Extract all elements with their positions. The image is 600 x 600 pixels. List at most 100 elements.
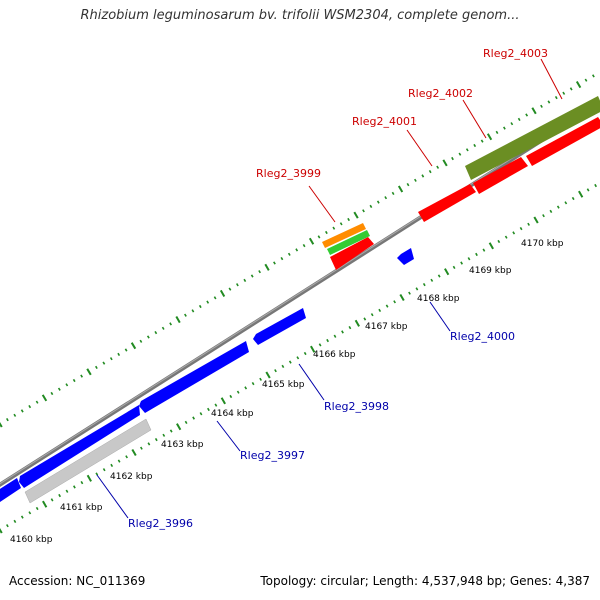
track-dot — [547, 100, 551, 104]
olive-feature — [465, 96, 600, 180]
tick-label: 4160 kbp — [10, 535, 53, 545]
track-dot — [354, 319, 360, 327]
track-dot — [161, 326, 165, 330]
track-dot — [95, 365, 98, 370]
track-dot — [317, 235, 321, 239]
track-dot — [510, 122, 514, 126]
track-dot — [376, 200, 380, 204]
track-dot — [556, 205, 560, 209]
gene-rleg2-3996[interactable] — [19, 405, 140, 488]
topology-summary: Topology: circular; Length: 4,537,948 bp… — [260, 574, 590, 588]
track-dot — [273, 261, 276, 265]
track-dot — [206, 300, 210, 304]
gene-rleg2-4003-forward[interactable] — [526, 117, 600, 166]
gene-rleg2-3999[interactable] — [330, 237, 374, 270]
track-dot — [348, 326, 352, 330]
track-dot — [562, 91, 566, 95]
track-dot — [428, 169, 432, 174]
tick-label: 4168 kbp — [417, 294, 460, 304]
reverse-strand-genes — [0, 248, 414, 502]
label-rleg2-4003[interactable]: Rleg2_4003 — [483, 47, 548, 60]
track-dot — [50, 498, 54, 502]
track-dot — [437, 274, 441, 278]
track-dot — [525, 113, 529, 117]
track-dot — [397, 185, 404, 193]
track-dot — [251, 381, 255, 386]
track-dot — [154, 437, 158, 442]
track-dot — [473, 143, 477, 148]
track-dot — [95, 472, 99, 476]
label-rleg2-3999[interactable]: Rleg2_3999 — [256, 167, 321, 180]
gene-rleg2-3997[interactable] — [139, 341, 249, 413]
track-dot — [422, 282, 426, 287]
lower-dot-track — [0, 183, 597, 534]
orange-feature — [322, 223, 366, 248]
track-dot — [102, 468, 106, 472]
track-dot — [213, 296, 217, 300]
track-dot — [146, 335, 150, 339]
track-dot — [451, 156, 454, 161]
track-dot — [399, 293, 405, 302]
tick-label: 4161 kbp — [60, 503, 103, 513]
label-rleg2-3998[interactable]: Rleg2_3998 — [324, 400, 389, 413]
track-dot — [42, 500, 48, 508]
track-dot — [341, 330, 344, 334]
track-dot — [162, 433, 166, 437]
track-dot — [339, 222, 343, 226]
track-dot — [6, 524, 9, 528]
label-rleg2-4000[interactable]: Rleg2_4000 — [450, 330, 515, 343]
label-rleg2-4002[interactable]: Rleg2_4002 — [408, 87, 473, 100]
track-dot — [486, 133, 493, 141]
track-dot — [442, 159, 448, 167]
track-dot — [207, 407, 210, 412]
track-dot — [86, 474, 92, 482]
track-dot — [332, 226, 336, 230]
track-dot — [325, 230, 328, 235]
genome-backbone — [0, 100, 600, 488]
track-dot — [393, 300, 396, 304]
track-dot — [310, 345, 316, 353]
track-dot — [444, 268, 450, 276]
gene-rleg2-3998[interactable] — [253, 308, 306, 345]
track-dot — [571, 196, 575, 201]
label-rleg2-3997[interactable]: Rleg2_3997 — [240, 449, 305, 462]
label-rleg2-4001[interactable]: Rleg2_4001 — [352, 115, 417, 128]
track-dot — [57, 387, 61, 391]
gene-rleg2-3995[interactable] — [0, 478, 21, 502]
track-dot — [220, 397, 226, 405]
track-dot — [117, 352, 121, 357]
track-dot — [139, 339, 143, 343]
track-dot — [353, 211, 359, 219]
track-dot — [184, 313, 187, 317]
track-dot — [265, 371, 271, 379]
tick-label: 4167 kbp — [365, 322, 408, 332]
upper-dot-track — [0, 74, 595, 428]
track-dot — [264, 263, 270, 271]
track-dot — [458, 152, 462, 156]
track-dot — [578, 190, 584, 198]
track-dot — [130, 342, 137, 350]
gene-rleg2-4001[interactable] — [418, 184, 476, 222]
track-dot — [517, 117, 521, 122]
track-dot — [13, 413, 17, 417]
track-dot — [86, 368, 92, 376]
track-dot — [50, 391, 54, 396]
track-dot — [169, 429, 173, 433]
label-rleg2-3996[interactable]: Rleg2_3996 — [128, 517, 193, 530]
track-dot — [80, 481, 84, 485]
track-dot — [302, 243, 306, 248]
track-dot — [384, 196, 388, 200]
track-dot — [326, 338, 329, 343]
track-dot — [549, 209, 553, 214]
track-dot — [236, 283, 239, 287]
gene-rleg2-4000[interactable] — [397, 248, 414, 265]
track-dot — [421, 174, 425, 178]
track-dot — [229, 394, 233, 399]
track-dot — [460, 261, 463, 265]
track-dot — [65, 383, 69, 387]
track-dot — [363, 317, 367, 321]
track-dot — [0, 528, 3, 534]
gene-rleg2-4002[interactable] — [473, 157, 528, 194]
track-dot — [250, 274, 254, 278]
tick-label: 4166 kbp — [313, 350, 356, 360]
